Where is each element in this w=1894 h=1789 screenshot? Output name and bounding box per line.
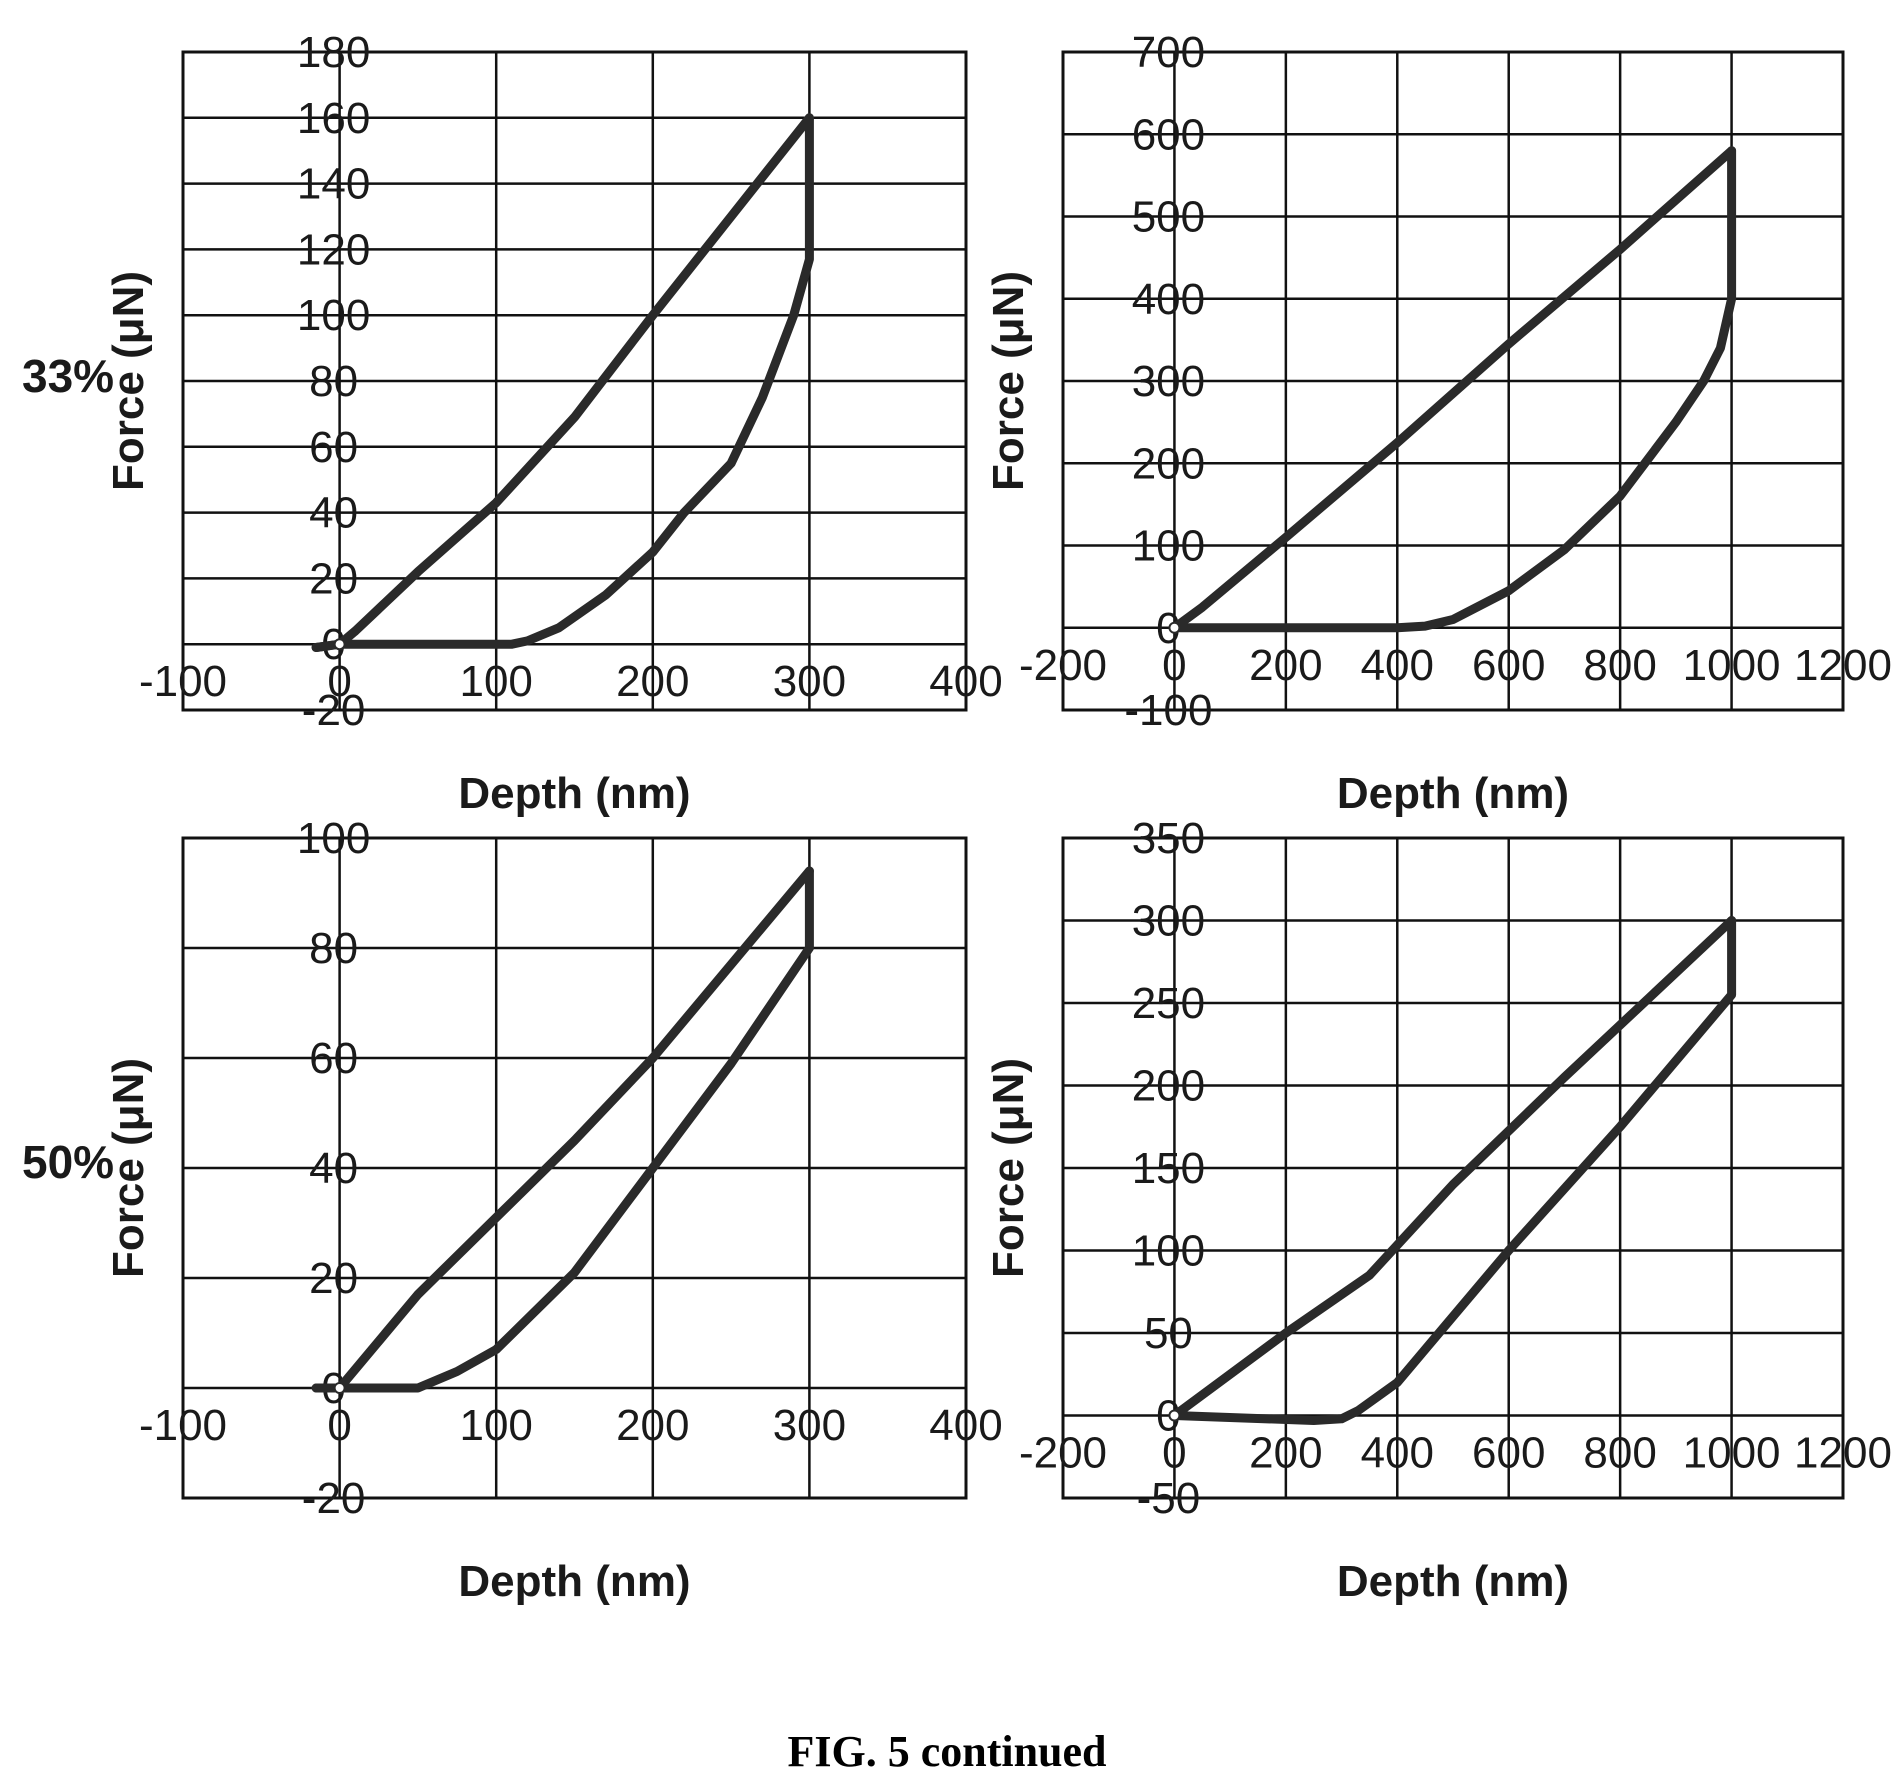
x-tick-label: 600: [1472, 1429, 1545, 1478]
loading-curve: [311, 113, 814, 652]
y-axis-label: Force (μN): [984, 1058, 1033, 1278]
x-tick-label: 400: [929, 1401, 1002, 1450]
y-tick-label: 200: [1132, 1062, 1205, 1111]
x-tick-label: 1200: [1794, 641, 1892, 690]
x-tick-label: -100: [139, 1401, 227, 1450]
y-tick-label: 180: [297, 28, 370, 77]
chart-panel-bottom-right: -200 0 200 400 600 800 1000 1200-50050100150200…: [984, 814, 1892, 1606]
y-tick-label: 60: [309, 423, 358, 472]
row-label-50: 50%: [22, 1136, 114, 1188]
x-tick-label: 1000: [1683, 641, 1781, 690]
y-tick-label: 20: [309, 554, 358, 603]
y-tick-label: 700: [1132, 28, 1205, 77]
figure-caption: FIG. 5 continued: [787, 1727, 1106, 1776]
row-label-33: 33%: [22, 350, 114, 402]
x-tick-label: 0: [327, 1401, 351, 1450]
y-tick-label: 100: [297, 814, 370, 863]
loading-curve: [1169, 146, 1737, 633]
loading-curve: [311, 866, 814, 1393]
x-axis-label: Depth (nm): [1337, 769, 1569, 818]
y-axis-label: Force (μN): [984, 271, 1033, 491]
x-tick-label: 300: [773, 1401, 846, 1450]
y-tick-label: -50: [1137, 1474, 1201, 1523]
x-tick-label: 200: [1249, 641, 1322, 690]
x-tick-label: 0: [1162, 1429, 1186, 1478]
x-tick-label: 100: [459, 1401, 532, 1450]
y-tick-label: 100: [297, 291, 370, 340]
y-tick-label: 300: [1132, 357, 1205, 406]
unloading-curve: [1169, 916, 1737, 1425]
x-tick-label: 200: [1249, 1429, 1322, 1478]
y-tick-label: 100: [1132, 522, 1205, 571]
origin-marker: [1168, 621, 1181, 634]
origin-marker: [333, 638, 346, 651]
y-tick-label: 20: [309, 1254, 358, 1303]
y-tick-label: 80: [309, 357, 358, 406]
y-tick-label: 150: [1132, 1144, 1205, 1193]
unloading-curve: [311, 113, 814, 652]
x-tick-label: -200: [1019, 641, 1107, 690]
y-axis-label: Force (μN): [104, 1058, 153, 1278]
y-tick-label: 40: [309, 1144, 358, 1193]
y-tick-label: -20: [302, 1474, 366, 1523]
x-tick-label: 400: [929, 657, 1002, 706]
x-tick-label: 1000: [1683, 1429, 1781, 1478]
x-tick-label: 800: [1583, 1429, 1656, 1478]
x-tick-label: 600: [1472, 641, 1545, 690]
chart-panel-top-right: -200 0 200 400 600 800 1000 1200-10001002003004…: [984, 28, 1892, 818]
y-tick-label: 50: [1144, 1309, 1193, 1358]
x-tick-label: 0: [327, 657, 351, 706]
x-tick-label: -200: [1019, 1429, 1107, 1478]
y-tick-label: 100: [1132, 1227, 1205, 1276]
x-tick-label: 1200: [1794, 1429, 1892, 1478]
x-tick-label: 400: [1361, 641, 1434, 690]
x-axis-label: Depth (nm): [458, 1557, 690, 1606]
unloading-curve: [311, 866, 814, 1393]
y-tick-label: -100: [1124, 686, 1212, 735]
x-tick-label: 800: [1583, 641, 1656, 690]
x-tick-label: 400: [1361, 1429, 1434, 1478]
x-tick-label: 200: [616, 1401, 689, 1450]
y-tick-label: 160: [297, 94, 370, 143]
y-tick-label: 350: [1132, 814, 1205, 863]
x-tick-label: 100: [459, 657, 532, 706]
origin-marker: [333, 1382, 346, 1394]
chart-panel-top-left: -100 0 100 200 300 400-2002040608010012014016…: [104, 28, 1003, 818]
y-tick-label: 500: [1132, 193, 1205, 242]
y-tick-label: 60: [309, 1034, 358, 1083]
loading-curve: [1169, 916, 1737, 1420]
y-tick-label: 250: [1132, 979, 1205, 1028]
x-tick-label: -100: [139, 657, 227, 706]
y-tick-label: 400: [1132, 275, 1205, 324]
y-tick-label: 80: [309, 924, 358, 973]
y-tick-label: 140: [297, 160, 370, 209]
y-tick-label: 200: [1132, 439, 1205, 488]
y-tick-label: 40: [309, 489, 358, 538]
x-tick-label: 0: [1162, 641, 1186, 690]
y-tick-label: 300: [1132, 897, 1205, 946]
x-axis-label: Depth (nm): [458, 769, 690, 818]
x-tick-label: 300: [773, 657, 846, 706]
y-tick-label: -20: [302, 686, 366, 735]
unloading-curve: [1169, 146, 1737, 633]
origin-marker: [1168, 1409, 1181, 1422]
x-axis-label: Depth (nm): [1337, 1557, 1569, 1606]
y-axis-label: Force (μN): [104, 271, 153, 491]
y-tick-label: 600: [1132, 110, 1205, 159]
y-tick-label: 120: [297, 225, 370, 274]
x-tick-label: 200: [616, 657, 689, 706]
